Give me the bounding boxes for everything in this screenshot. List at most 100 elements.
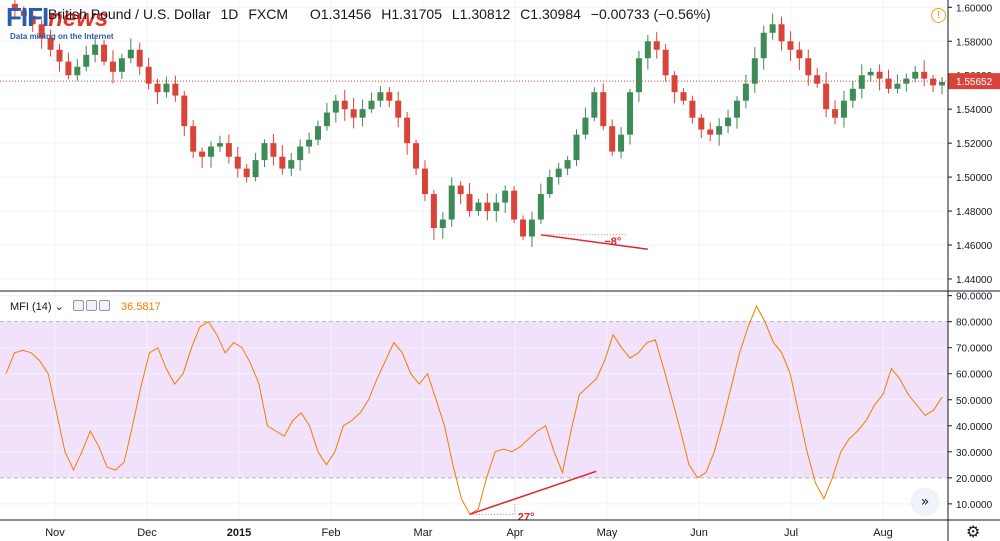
last-price-label: 1.55652 [956,77,993,88]
candle-body [823,83,830,110]
candle-body [457,185,464,195]
divergence-line-price [540,234,648,250]
candle-body [475,202,482,212]
mfi-line [5,304,943,516]
x-tick-label: Jun [690,527,708,539]
candle-body [725,117,732,127]
candle-body [181,95,188,127]
y-tick-label: 1.52000 [956,139,993,150]
y-tick-label: 1.50000 [956,173,993,184]
candle-body [413,143,420,169]
candle-body [662,49,669,76]
candle-body [537,194,544,220]
candle-body [876,71,883,79]
close-small-icon[interactable] [98,300,110,311]
candle-body [315,126,321,140]
mfi-y-tick-label: 60.0000 [956,370,993,381]
candle-body [635,58,642,93]
indicator-legend: MFI (14) ⌄ 36.5817 [10,300,161,313]
candle-body [689,100,696,118]
candle-body [546,177,553,195]
candle-body [154,83,161,93]
candle-body [11,3,18,11]
candle-body [377,92,384,101]
angle-label-mfi: 27° [518,511,535,523]
y-tick-label: 1.60000 [956,3,993,14]
candle-body [921,71,928,79]
candle-body [493,202,500,212]
candle-body [769,24,776,33]
candle-body [448,185,455,220]
candle-body [270,143,277,157]
divergence-line-mfi [469,470,597,515]
candle-body [751,58,758,84]
symbol-header: British Pound / U.S. Dollar 1D FXCM O1.3… [36,6,717,22]
exchange: FXCM [248,6,288,22]
candle-body [528,219,535,237]
x-tick-label: May [597,527,618,539]
mfi-y-tick-label: 10.0000 [956,500,993,511]
candle-body [582,117,589,135]
candle-body [74,66,81,76]
candle-body [56,49,63,62]
candle-body [234,156,241,169]
candle-body [341,100,348,110]
candle-body [466,194,473,212]
interval[interactable]: 1D [220,6,239,22]
candle-body [867,71,874,76]
symbol-name[interactable]: British Pound / U.S. Dollar [48,6,211,22]
candle-body [796,49,803,59]
candle-body [912,71,919,79]
candle-body [368,100,375,110]
ohlc-low: L1.30812 [451,6,511,22]
x-tick-label: Nov [45,527,65,539]
settings-small-icon[interactable] [85,300,97,311]
candle-body [520,219,527,237]
candle-body [136,49,143,67]
chevron-down-icon[interactable]: ⌄ [54,301,64,313]
y-tick-label: 1.48000 [956,207,993,218]
candle-body [92,44,99,55]
y-tick-label: 1.46000 [956,241,993,252]
indicator-buttons [72,300,112,313]
candle-body [261,143,268,161]
logo-news: news [48,5,109,32]
indicator-name[interactable]: MFI (14) [10,301,52,313]
candle-body [778,24,785,42]
candle-body [814,75,821,84]
x-tick-label: Apr [506,527,523,539]
candle-body [849,88,856,101]
mfi-y-tick-label: 20.0000 [956,474,993,485]
x-tick-label: Mar [414,527,433,539]
candle-body [832,109,839,118]
candle-body [395,100,402,118]
candle-body [216,143,223,147]
y-tick-label: 1.58000 [956,37,993,48]
gear-icon[interactable]: ⚙ [966,522,981,541]
angle-label-price: −8° [604,236,621,248]
last-price-tag [948,73,1000,90]
warning-icon[interactable]: ! [931,8,946,23]
ohlc-change: −0.00733 (−0.56%) [590,6,711,22]
candle-body [145,66,152,84]
candle-body [698,117,705,130]
candle-body [716,126,723,135]
candle-body [439,219,446,229]
eye-icon[interactable] [72,300,84,311]
candle-body [243,168,250,178]
candle-body [127,49,134,59]
candle-body [332,100,339,113]
mfi-y-tick-label: 90.0000 [956,292,993,303]
candle-body [297,146,304,161]
candle-body [83,54,90,67]
candle-body [306,139,313,147]
candle-body [609,126,616,152]
candle-body [707,129,714,135]
candle-body [742,83,749,101]
forward-icon[interactable]: » [912,489,938,515]
candle-body [323,112,330,127]
candle-body [65,61,72,76]
candle-body [787,41,794,50]
candle-body [502,190,509,203]
